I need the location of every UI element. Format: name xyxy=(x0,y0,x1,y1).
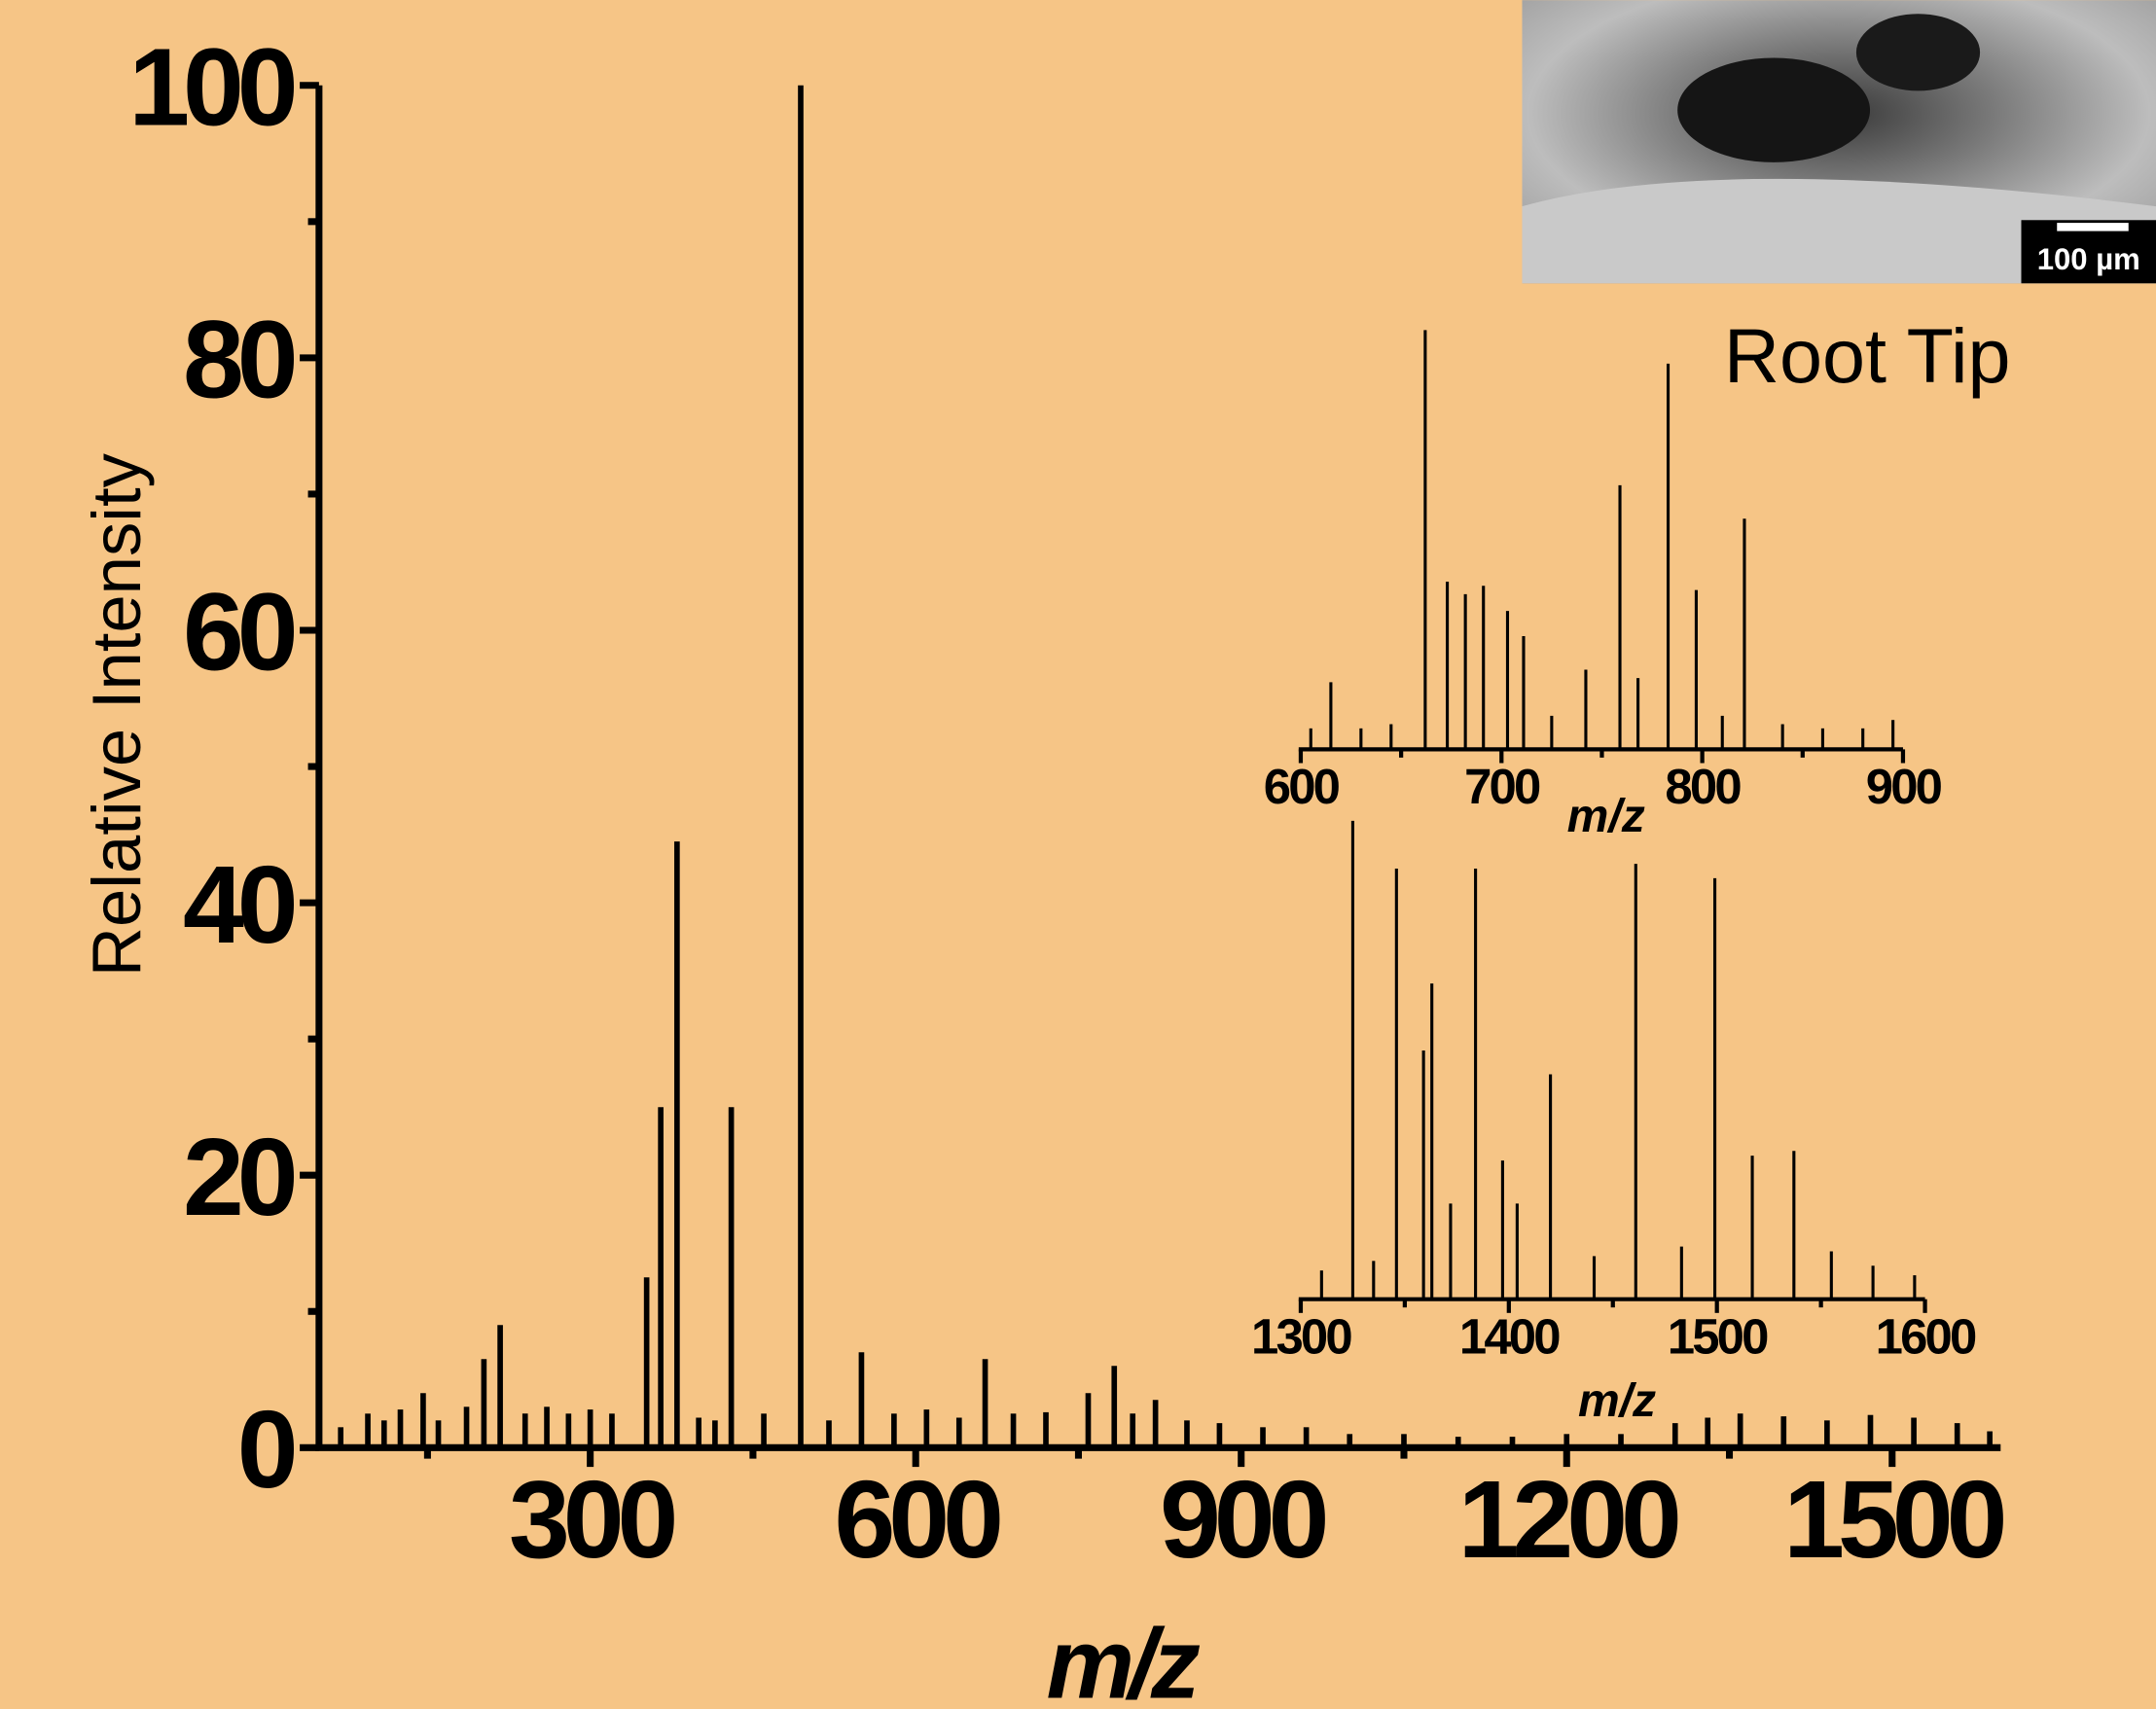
x-tick-label: 1300 xyxy=(1251,1309,1351,1365)
x-tick-label: 900 xyxy=(1866,759,1942,814)
x-axis-title: m/z xyxy=(1046,1609,1200,1709)
x-tick-label: 800 xyxy=(1665,759,1741,814)
x-tick-label: 600 xyxy=(834,1458,1000,1581)
x-tick-label: 1400 xyxy=(1459,1309,1560,1365)
x-tick-label: 700 xyxy=(1464,759,1540,814)
inset-x-axis-title: m/z xyxy=(1567,791,1645,842)
photo xyxy=(1522,0,2156,284)
inset-x-axis-title: m/z xyxy=(1578,1375,1656,1427)
y-tick-label: 60 xyxy=(183,571,295,694)
y-tick-label: 40 xyxy=(183,843,295,966)
x-tick-label: 600 xyxy=(1264,759,1340,814)
y-tick-label: 100 xyxy=(128,25,295,148)
annotation: Root Tip xyxy=(1724,312,2011,399)
x-tick-label: 300 xyxy=(509,1458,675,1581)
x-tick-label: 1500 xyxy=(1783,1458,2003,1581)
x-tick-label: 1600 xyxy=(1876,1309,1976,1365)
y-tick-label: 20 xyxy=(183,1116,295,1238)
x-tick-label: 1200 xyxy=(1458,1458,1678,1581)
scale-bar-label: 100 µm xyxy=(2037,242,2140,276)
y-tick-label: 0 xyxy=(237,1388,295,1511)
x-tick-label: 900 xyxy=(1160,1458,1326,1581)
y-axis-title: Relative Intensity xyxy=(78,452,155,977)
y-tick-label: 80 xyxy=(183,299,295,421)
x-tick-label: 1500 xyxy=(1668,1309,1768,1365)
